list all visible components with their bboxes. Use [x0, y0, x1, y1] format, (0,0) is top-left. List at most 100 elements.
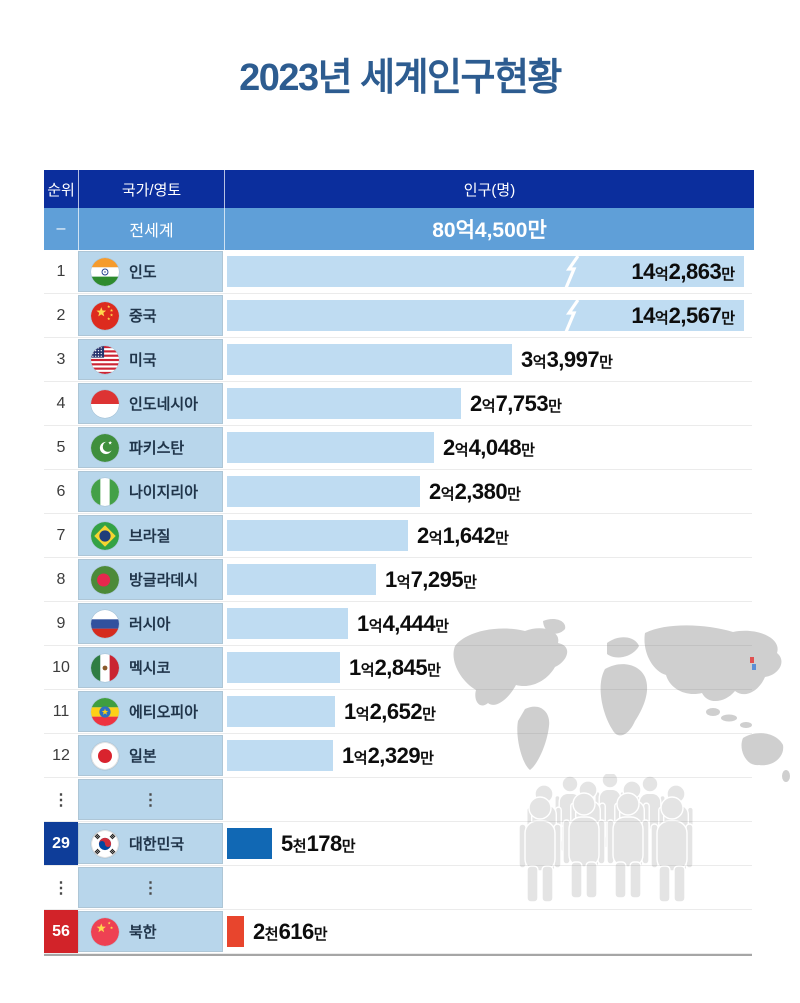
- rank-ellipsis: ⋮: [53, 879, 69, 897]
- population-bar: [227, 520, 408, 551]
- country-name: 브라질: [129, 528, 171, 545]
- world-rank: –: [44, 208, 79, 250]
- bar-area: 5천178만: [223, 822, 752, 865]
- rank-cell: 6: [56, 482, 66, 500]
- country-name: 인도네시아: [129, 396, 199, 413]
- country-name: 나이지리아: [129, 484, 199, 501]
- rank-cell: 56: [44, 910, 78, 953]
- country-cell: 러시아: [78, 603, 223, 644]
- bar-area: 14억2,567만: [223, 294, 752, 337]
- country-name: 미국: [129, 352, 157, 369]
- world-total-row: – 전세계 80억4,500만: [44, 208, 754, 250]
- bar-area: 1억4,444만: [223, 602, 752, 645]
- flag-russia-icon: [91, 609, 119, 638]
- world-country-label: 전세계: [79, 208, 225, 250]
- table-row: 1 인도 14억2,863만: [44, 250, 752, 294]
- country-name: 일본: [129, 748, 157, 765]
- population-value: 1억4,444만: [357, 610, 449, 636]
- flag-south-korea-icon: [91, 829, 119, 858]
- world-population-value: 80억4,500만: [225, 208, 754, 250]
- bar-area: 1억7,295만: [223, 558, 752, 601]
- table-row: 11 에티오피아 1억2,652만: [44, 690, 752, 734]
- bar-area-empty: [223, 778, 752, 821]
- axis-break-bolt-icon: [564, 255, 580, 288]
- flag-pakistan-icon: [91, 433, 119, 462]
- population-bar: [227, 916, 244, 947]
- header-country: 국가/영토: [79, 170, 225, 208]
- country-cell: 일본: [78, 735, 223, 776]
- country-cell: 에티오피아: [78, 691, 223, 732]
- table-header-row: 순위 국가/영토 인구(명): [44, 170, 754, 208]
- country-cell: 중국: [78, 295, 223, 336]
- flag-north-korea-icon: [91, 917, 119, 946]
- population-bar: [227, 828, 272, 859]
- population-value: 1억2,329만: [342, 742, 434, 768]
- country-cell: 대한민국: [78, 823, 223, 864]
- rank-cell: 10: [52, 658, 70, 676]
- population-bar: [227, 476, 420, 507]
- population-value: 1억7,295만: [385, 566, 477, 592]
- population-value: 14억2,863만: [631, 258, 735, 284]
- population-bar: 14억2,567만: [227, 299, 744, 332]
- table-row: 8 방글라데시 1억7,295만: [44, 558, 752, 602]
- rank-cell: 5: [56, 438, 66, 456]
- flag-japan-icon: [91, 741, 119, 770]
- country-cell: 미국: [78, 339, 223, 380]
- axis-break-bolt-icon: [564, 299, 580, 332]
- country-cell: 인도네시아: [78, 383, 223, 424]
- table-bottom-border: [44, 954, 752, 956]
- country-name: 북한: [129, 924, 157, 941]
- country-name: 에티오피아: [129, 704, 199, 721]
- flag-china-icon: [91, 301, 119, 330]
- rank-ellipsis: ⋮: [53, 791, 69, 809]
- table-row: 29 대한민국 5천178만: [44, 822, 752, 866]
- population-bar: [227, 696, 335, 727]
- bar-area: 2억2,380만: [223, 470, 752, 513]
- world-map-watermark-icon: [445, 616, 800, 792]
- country-rows: 1 인도 14억2,863만 2 중국 14억2,567만 3 미국 3억3,997만 4 인도네시…: [44, 250, 752, 954]
- bar-area: 2억7,753만: [223, 382, 752, 425]
- table-row: 5 파키스탄 2억4,048만: [44, 426, 752, 470]
- bar-area: 2억4,048만: [223, 426, 752, 469]
- rank-cell: 11: [52, 702, 70, 720]
- header-population: 인구(명): [225, 170, 754, 208]
- table-row: 10 멕시코 1억2,845만: [44, 646, 752, 690]
- table-row: 6 나이지리아 2억2,380만: [44, 470, 752, 514]
- country-cell: 방글라데시: [78, 559, 223, 600]
- country-name: 러시아: [129, 616, 171, 633]
- crowd-silhouette-watermark-icon: [512, 774, 708, 928]
- table-row: 7 브라질 2억1,642만: [44, 514, 752, 558]
- population-bar: 14억2,863만: [227, 255, 744, 288]
- rank-cell: 29: [44, 822, 78, 865]
- flag-mexico-icon: [91, 653, 119, 682]
- bar-area: 1억2,329만: [223, 734, 752, 777]
- country-cell: 파키스탄: [78, 427, 223, 468]
- flag-brazil-icon: [91, 521, 119, 550]
- population-bar: [227, 564, 376, 595]
- header-rank: 순위: [44, 170, 79, 208]
- population-bar: [227, 344, 512, 375]
- bar-area: 3억3,997만: [223, 338, 752, 381]
- table-row: 2 중국 14억2,567만: [44, 294, 752, 338]
- country-cell: 브라질: [78, 515, 223, 556]
- country-name: 파키스탄: [129, 440, 185, 457]
- bar-area: 14억2,863만: [223, 250, 752, 293]
- bar-area-empty: [223, 866, 752, 909]
- ellipsis-row: ⋮ ⋮: [44, 866, 752, 910]
- rank-cell: 1: [56, 262, 66, 280]
- population-value: 2억7,753만: [470, 390, 562, 416]
- country-ellipsis: ⋮: [78, 779, 223, 820]
- country-cell: 나이지리아: [78, 471, 223, 512]
- flag-usa-icon: [91, 345, 119, 374]
- flag-indonesia-icon: [91, 389, 119, 418]
- flag-bangladesh-icon: [91, 565, 119, 594]
- table-row: 9 러시아 1억4,444만: [44, 602, 752, 646]
- population-bar: [227, 432, 434, 463]
- population-value: 1억2,845만: [349, 654, 441, 680]
- population-value: 2천616만: [253, 918, 328, 944]
- population-bar: [227, 740, 333, 771]
- population-value: 2억4,048만: [443, 434, 535, 460]
- country-name: 인도: [129, 264, 157, 281]
- rank-cell: 3: [56, 350, 66, 368]
